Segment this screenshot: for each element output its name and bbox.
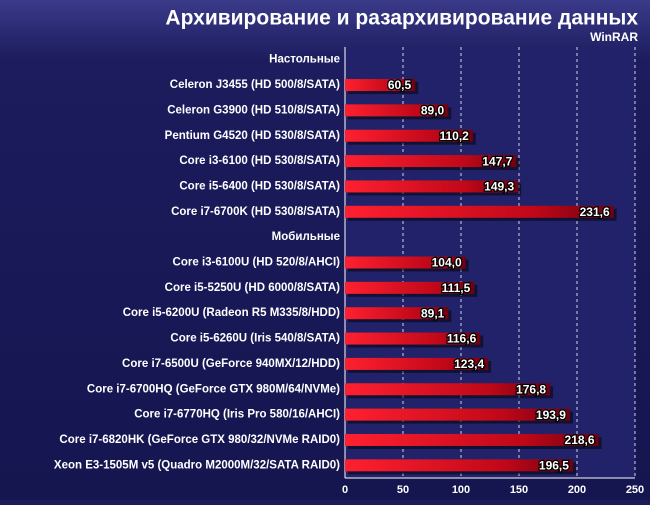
bar: [345, 307, 449, 320]
y-tick-label: Celeron G3900 (HD 510/8/SATA): [167, 104, 340, 116]
bar: [345, 433, 599, 446]
value-label: 111,5: [442, 281, 471, 295]
y-tick-label: Core i5-6260U (Iris 540/8/SATA): [170, 333, 340, 345]
bar: [345, 104, 449, 117]
y-tick-label: Core i7-6820HK (GeForce GTX 980/32/NVMe …: [59, 434, 340, 446]
y-tick-label: Xeon E3-1505M v5 (Quadro M2000M/32/SATA …: [54, 459, 340, 471]
bar: [345, 180, 519, 193]
y-tick-label: Core i5-6400 (HD 530/8/SATA): [179, 180, 340, 192]
x-tick-label: 50: [397, 484, 409, 496]
bar: [345, 155, 517, 168]
x-tick-label: 200: [568, 484, 586, 496]
value-label: 176,8: [516, 382, 546, 396]
bar: [345, 205, 614, 218]
y-tick-label: Мобильные: [272, 231, 340, 243]
y-tick-label: Core i3-6100 (HD 530/8/SATA): [179, 155, 340, 167]
y-tick-label: Core i3-6100U (HD 520/8/AHCI): [173, 257, 341, 269]
y-tick-label: Core i7-6500U (GeForce 940MX/12/HDD): [122, 358, 340, 370]
chart-subtitle: WinRAR: [590, 30, 638, 44]
x-tick-label: 150: [510, 484, 528, 496]
value-label: 60,5: [388, 78, 412, 92]
bar: [345, 281, 475, 294]
bar: [345, 357, 489, 370]
value-label: 218,6: [565, 433, 595, 447]
y-tick-label: Core i5-5250U (HD 6000/8/SATA): [165, 282, 341, 294]
value-label: 89,0: [421, 104, 445, 118]
y-tick-label: Core i7-6700HQ (GeForce GTX 980M/64/NVMe…: [87, 383, 340, 395]
chart-title: Архивирование и разархивирование данных: [165, 7, 638, 30]
x-tick-label: 0: [342, 484, 348, 496]
value-label: 193,9: [536, 408, 566, 422]
y-tick-label: Настольные: [269, 54, 340, 66]
value-label: 147,7: [482, 154, 512, 168]
bar: [345, 408, 570, 421]
value-label: 196,5: [539, 458, 569, 472]
bar: [345, 332, 481, 345]
x-tick-label: 100: [452, 484, 470, 496]
y-tick-label: Core i7-6700K (HD 530/8/SATA): [171, 206, 340, 218]
y-tick-label: Pentium G4520 (HD 530/8/SATA): [165, 130, 340, 142]
bar: [345, 383, 551, 396]
bar: [345, 129, 473, 142]
bar: [345, 459, 573, 472]
value-label: 231,6: [580, 205, 610, 219]
y-tick-label: Celeron J3455 (HD 500/8/SATA): [170, 79, 340, 91]
value-label: 149,3: [484, 180, 514, 194]
value-label: 123,4: [454, 357, 484, 371]
y-tick-label: Core i5-6200U (Radeon R5 M335/8/HDD): [123, 307, 340, 319]
value-label: 89,1: [421, 306, 445, 320]
bar: [345, 79, 416, 92]
value-label: 116,6: [447, 332, 477, 346]
x-tick-label: 250: [626, 484, 644, 496]
bar: [345, 256, 466, 269]
y-tick-label: Core i7-6770HQ (Iris Pro 580/16/AHCI): [134, 409, 340, 421]
value-label: 104,0: [432, 256, 462, 270]
value-label: 110,2: [439, 129, 469, 143]
